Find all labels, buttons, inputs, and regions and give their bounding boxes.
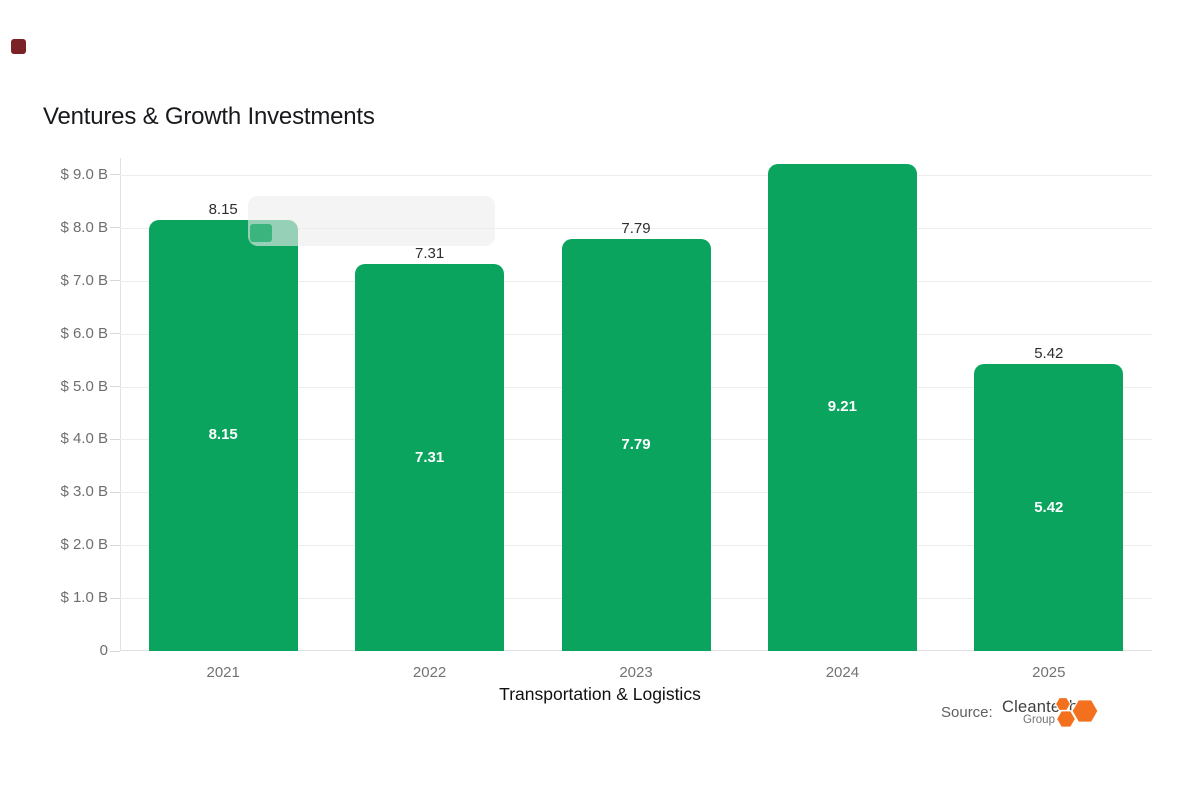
bar-value-label-outside: 7.79 [621,219,651,237]
y-tick-label: $ 2.0 B [60,536,108,554]
brand-subname: Group [1023,714,1055,726]
y-tick-label: $ 9.0 B [60,165,108,183]
y-tick-mark [110,491,120,493]
x-tick-label-2022: 2022 [412,664,447,681]
y-tick-mark [110,333,120,335]
y-axis-labels: 0 $ 1.0 B $ 2.0 B $ 3.0 B $ 4.0 B $ 5.0 B $ 6.… [20,158,108,659]
bar-2024[interactable] [767,163,917,651]
y-tick-mark [110,544,120,546]
y-tick-mark [110,386,120,387]
cleantech-hexagons-icon [1054,696,1099,728]
bar-value-label-inside: 7.31 [414,448,445,466]
bar-value-label-outside: 8.15 [208,200,238,218]
y-tick-mark [110,227,120,229]
tooltip-color-chip-icon [250,224,272,242]
bar-value-label-outside: 9.21 [768,158,917,162]
y-tick-label: $ 7.0 B [60,271,108,289]
bar-value-label-inside: 9.21 [827,398,857,416]
y-tick-mark [110,280,120,282]
x-tick-label-2025: 2025 [1032,664,1066,681]
y-tick-mark [110,650,120,652]
bar-2025[interactable] [974,364,1124,651]
y-tick-label: $ 4.0 B [60,430,108,448]
y-axis-line [120,158,121,651]
y-tick-label: $ 8.0 B [60,218,108,236]
bar-value-label-inside: 7.79 [621,435,651,453]
y-tick-label: $ 6.0 B [60,324,108,342]
gridline [120,174,1152,176]
y-tick-mark [110,438,120,440]
bar-2022[interactable] [355,264,505,651]
y-tick-label: $ 1.0 B [60,589,108,607]
x-tick-label-2023: 2023 [619,664,653,681]
y-tick-mark [110,597,120,599]
bar-value-label-inside: 5.42 [1034,498,1064,516]
chart-title: Ventures & Growth Investments [43,103,375,130]
y-tick-label: 0 [99,642,108,659]
x-axis-labels: 2021 2022 2023 2024 2025 [120,664,1152,684]
plot-area: 8.15 8.15 7.31 7.31 7.79 7.79 9.21 9.21 5.42 5.42 [120,158,1152,651]
tooltip-ghost [248,196,495,246]
gridline [120,227,1152,229]
bar-2021[interactable] [148,219,298,651]
y-tick-label: $ 5.0 B [60,377,108,395]
y-axis-ticks [110,158,120,652]
y-tick-label: $ 3.0 B [60,483,108,501]
source-attribution: Source: Cleantech Group [941,692,1161,732]
bar-value-label-outside: 5.42 [1034,345,1064,363]
y-tick-mark [110,174,120,176]
x-tick-label-2021: 2021 [206,664,240,681]
x-tick-label-2024: 2024 [825,664,860,681]
source-label: Source: [941,704,993,721]
bar-value-label-outside: 7.31 [414,245,445,263]
x-axis-caption: Transportation & Logistics [499,684,701,704]
red-square-marker [11,39,26,54]
bar-value-label-inside: 8.15 [208,426,238,444]
bar-2023[interactable] [561,238,711,651]
